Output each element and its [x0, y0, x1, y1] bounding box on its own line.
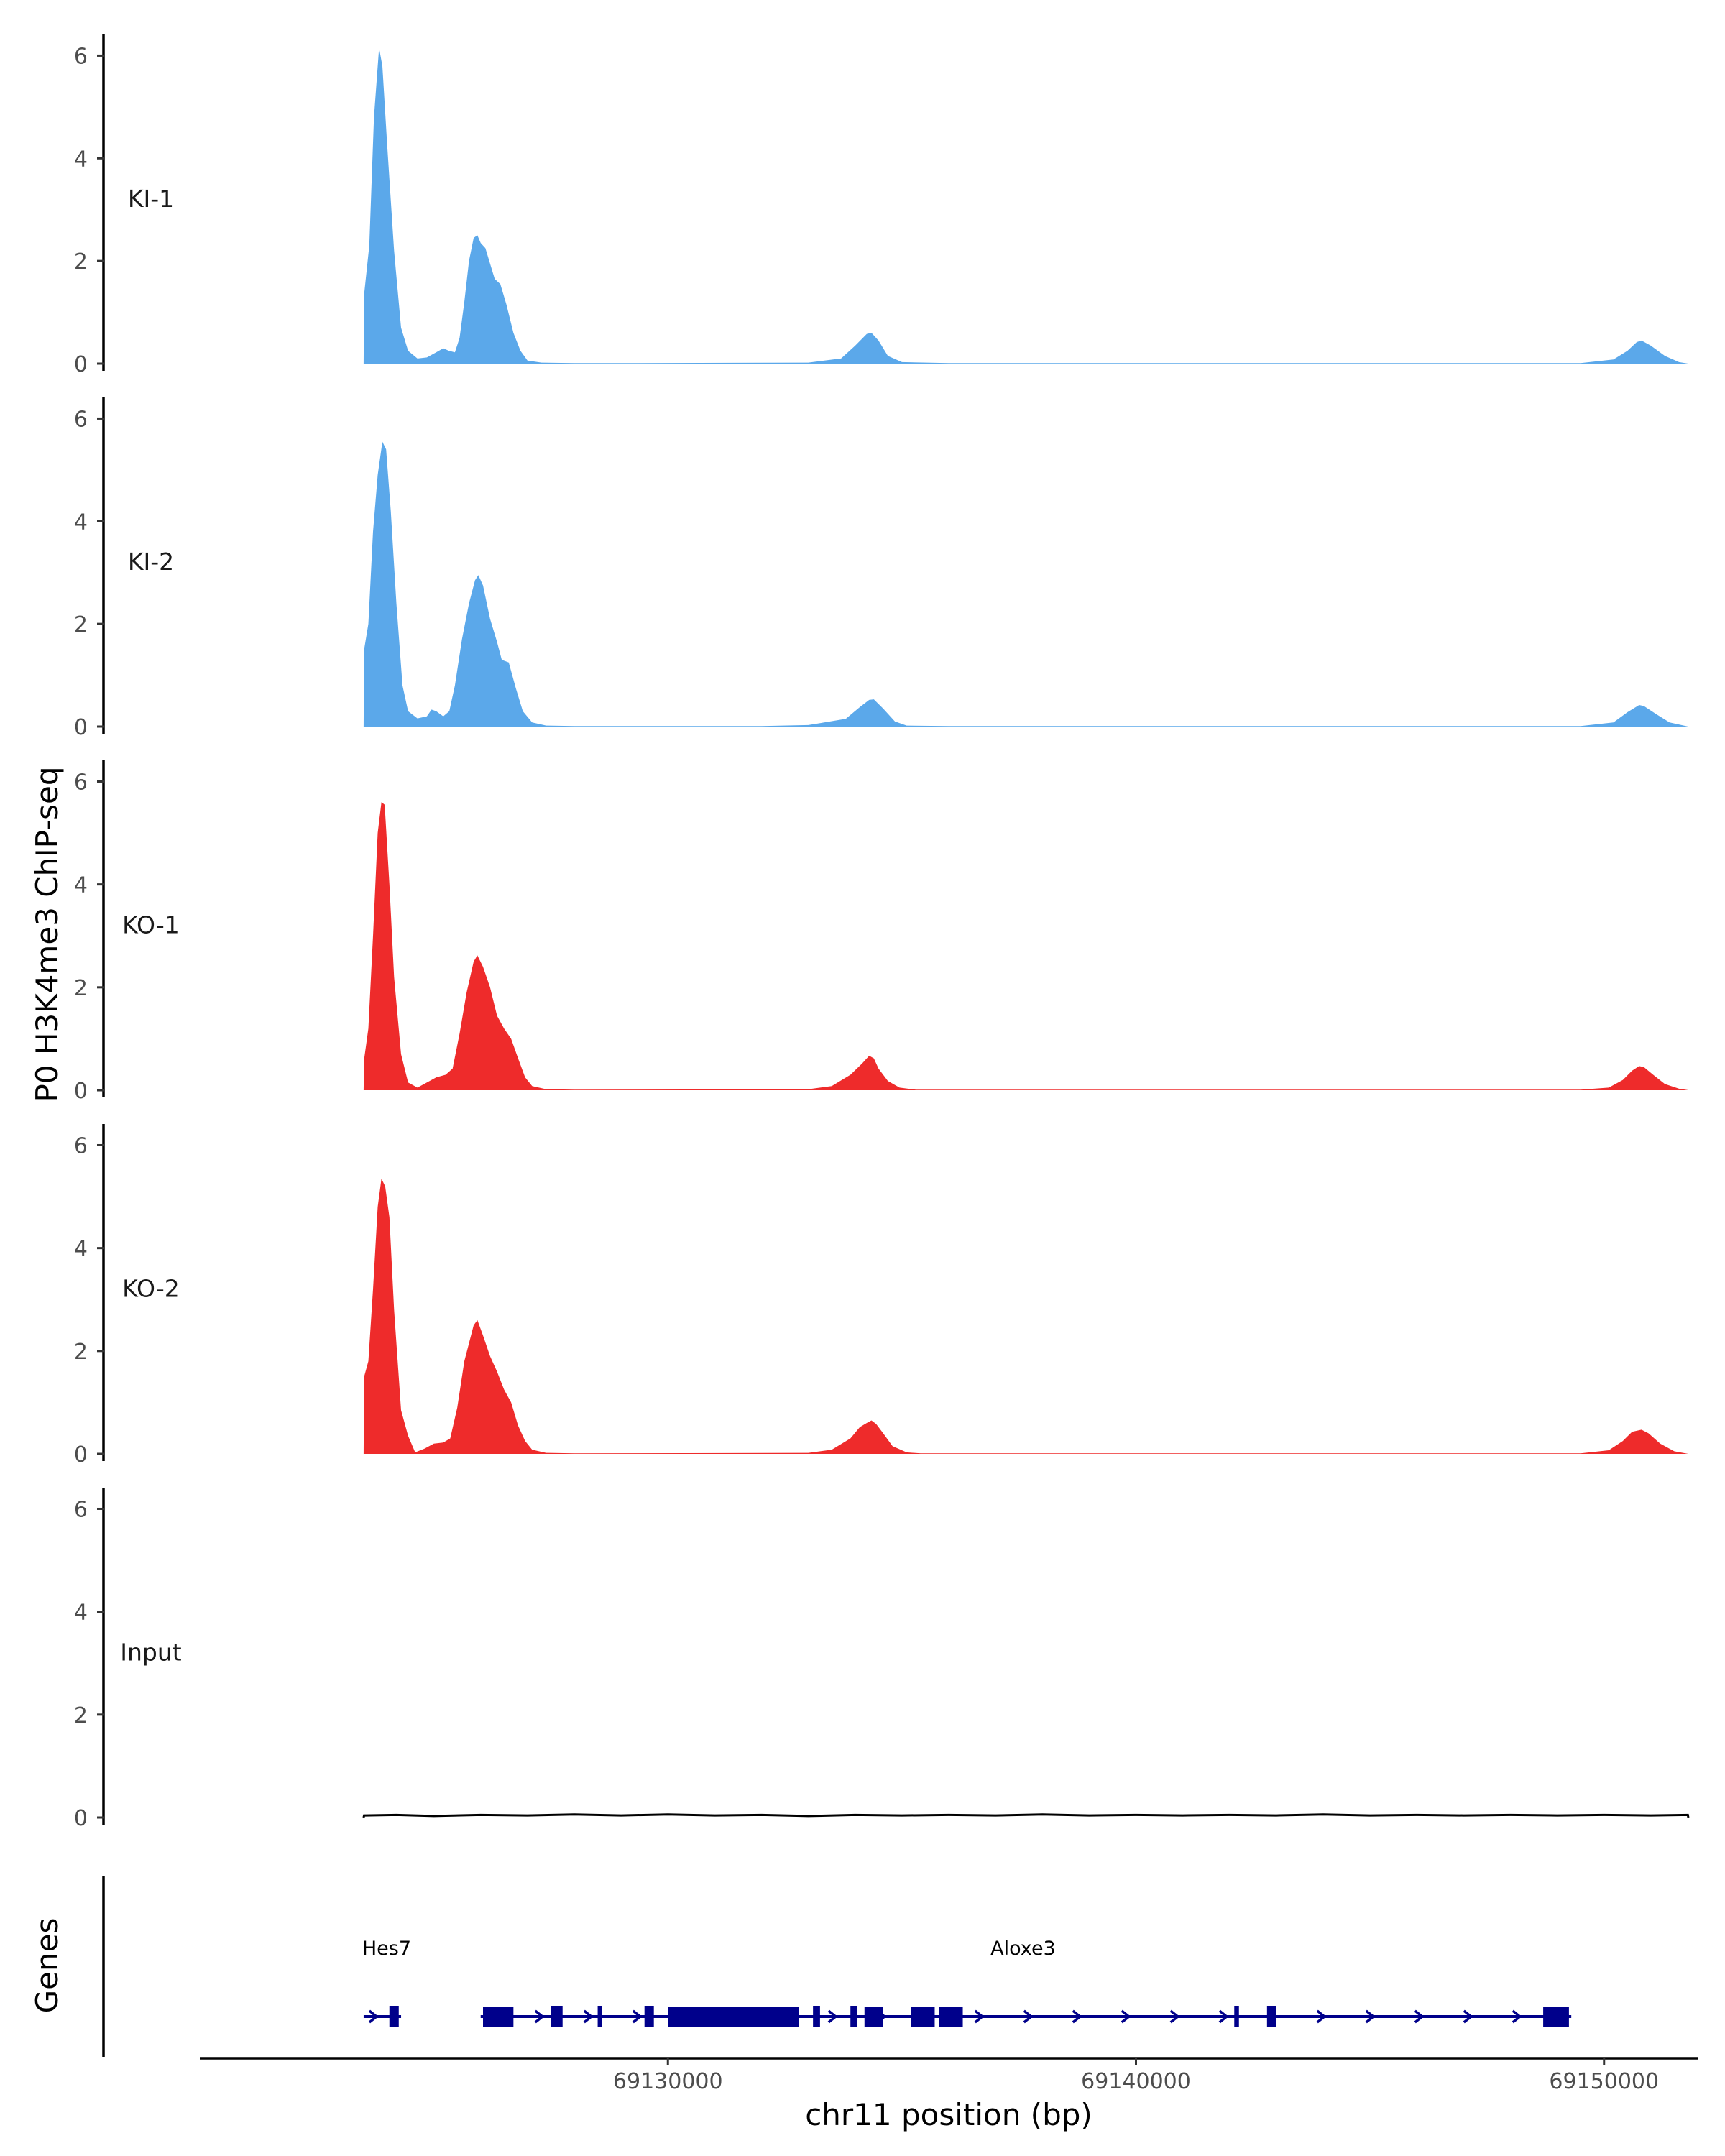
y-axis-title: P0 H3K4me3 ChIP-seq: [29, 766, 65, 1102]
strand-chevron: [1169, 2009, 1180, 2024]
strand-chevron: [1414, 2009, 1425, 2024]
strand-chevron: [974, 2009, 985, 2024]
y-tick-label: 4: [74, 147, 88, 172]
strand-chevron: [1316, 2009, 1327, 2024]
y-tick-label: 2: [74, 976, 88, 1001]
signal-area: [363, 47, 1688, 364]
strand-chevron: [632, 2009, 643, 2024]
gene-aloxe3: Aloxe3: [480, 1938, 1572, 2027]
x-axis-title: chr11 position (bp): [805, 2097, 1092, 2132]
track-label: KO-1: [122, 911, 180, 939]
signal-area: [363, 1179, 1688, 1454]
strand-chevron: [1121, 2009, 1131, 2024]
y-tick-label: 6: [74, 770, 88, 795]
exon: [1543, 2007, 1569, 2027]
y-tick-label: 4: [74, 873, 88, 898]
y-tick-label: 2: [74, 1703, 88, 1728]
exon: [911, 2007, 935, 2027]
exon: [939, 2007, 963, 2027]
track-label: KI-2: [128, 548, 174, 576]
track-ko-1: 0 2 4 6 KO-1: [74, 760, 1688, 1104]
signal-area: [363, 802, 1688, 1090]
exon: [597, 2006, 602, 2027]
x-tick-label: 69140000: [1081, 2069, 1191, 2094]
y-tick-label: 2: [74, 249, 88, 275]
track-label: KO-2: [122, 1275, 180, 1303]
strand-chevron: [583, 2009, 594, 2024]
exon: [1266, 2006, 1276, 2027]
gene-hes7: Hes7: [362, 1938, 411, 2027]
y-tick-label: 2: [74, 1340, 88, 1365]
genes-panel: Hes7 Aloxe3: [102, 1876, 1572, 2057]
exon: [668, 2007, 799, 2027]
x-tick-label: 69130000: [613, 2069, 723, 2094]
track-ki-1: 0 2 4 6 KI-1: [74, 34, 1688, 377]
exon: [389, 2006, 399, 2027]
y-tick-label: 4: [74, 1237, 88, 1262]
strand-chevron: [827, 2009, 838, 2024]
strand-chevron: [1072, 2009, 1082, 2024]
signal-line: [362, 1813, 1690, 1818]
strand-chevron: [1463, 2009, 1473, 2024]
exon: [644, 2006, 654, 2027]
signal-area: [363, 441, 1688, 727]
track-ki-2: 0 2 4 6 KI-2: [74, 397, 1688, 740]
genes-axis-title: Genes: [29, 1918, 65, 2014]
strand-chevron: [1512, 2009, 1522, 2024]
strand-chevron: [368, 2009, 379, 2024]
strand-chevron: [1365, 2009, 1376, 2024]
exon: [483, 2007, 514, 2027]
exon: [1234, 2006, 1239, 2027]
strand-chevron: [1023, 2009, 1034, 2024]
y-tick-label: 0: [74, 1806, 88, 1831]
y-tick-label: 0: [74, 715, 88, 740]
track-label: Input: [120, 1639, 182, 1667]
y-tick-label: 0: [74, 1442, 88, 1468]
y-tick-label: 6: [74, 44, 88, 69]
exon: [551, 2006, 563, 2027]
y-tick-label: 6: [74, 1133, 88, 1158]
x-tick-label: 69150000: [1549, 2069, 1659, 2094]
strand-chevron: [1218, 2009, 1229, 2024]
track-ko-2: 0 2 4 6 KO-2: [74, 1124, 1688, 1468]
y-tick-label: 6: [74, 1497, 88, 1522]
tracks-layer: 0 2 4 6 KI-1 0 2 4 6 KI-2 0 2 4 6 KO-1 0 2 4 6 KO-2 0 2 4 6 Inpu…: [74, 34, 1690, 1831]
strand-chevron: [534, 2009, 545, 2024]
exon: [850, 2006, 858, 2027]
exon: [813, 2006, 820, 2027]
exon: [864, 2007, 883, 2027]
x-axis: 69130000 69140000 69150000: [200, 2057, 1698, 2094]
y-tick-label: 4: [74, 1600, 88, 1626]
track-label: KI-1: [128, 185, 174, 213]
track-input: 0 2 4 6 Input: [74, 1488, 1690, 1831]
y-tick-label: 6: [74, 407, 88, 432]
y-tick-label: 0: [74, 1079, 88, 1104]
gene-label: Aloxe3: [990, 1938, 1056, 1960]
y-tick-label: 0: [74, 352, 88, 377]
y-tick-label: 2: [74, 612, 88, 637]
gene-label: Hes7: [362, 1938, 411, 1960]
y-tick-label: 4: [74, 510, 88, 535]
